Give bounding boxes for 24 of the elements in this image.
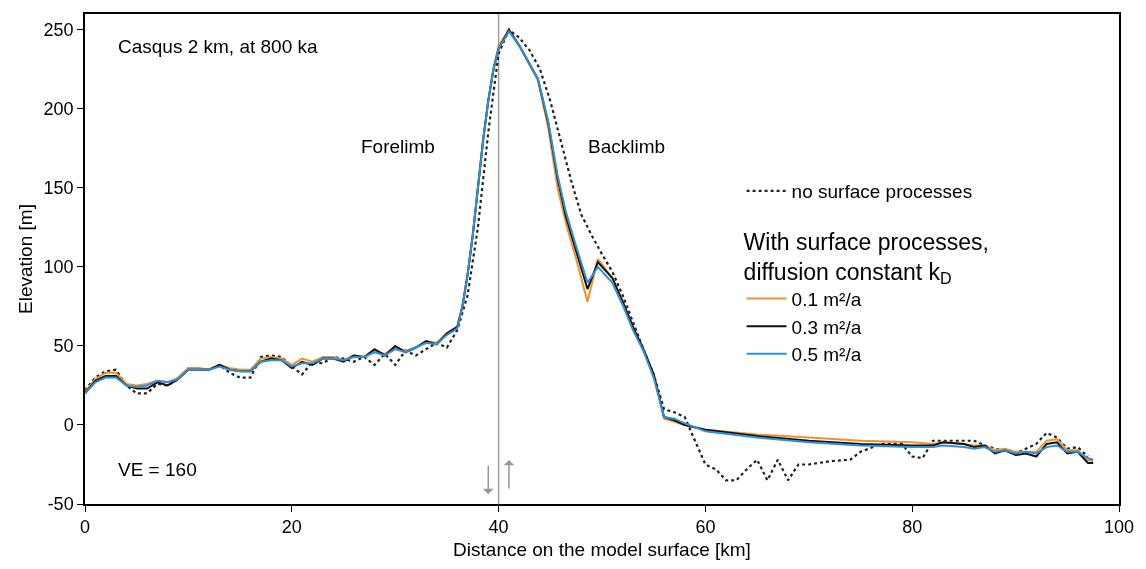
y-tick-label: 50 [53, 336, 74, 357]
legend-label: 0.5 m²/a [791, 344, 862, 366]
x-axis-title: Distance on the model surface [km] [453, 538, 751, 560]
annotation: Forelimb [361, 136, 435, 157]
x-tick-label: 100 [1103, 517, 1135, 538]
legend-label: no surface processes [791, 181, 973, 203]
y-tick-label: 200 [43, 99, 74, 120]
y-tick-label: 250 [43, 20, 74, 41]
x-tick-label: 0 [79, 517, 91, 538]
y-tick-label: 150 [43, 178, 74, 199]
x-tick-label: 20 [281, 517, 302, 538]
y-axis-title: Elevation [m] [14, 204, 36, 314]
annotation: VE = 160 [118, 459, 197, 480]
annotation: Backlimb [588, 136, 666, 157]
x-tick-label: 40 [488, 517, 509, 538]
annotation: Casqus 2 km, at 800 ka [118, 36, 319, 57]
legend-label: 0.3 m²/a [791, 316, 862, 338]
y-tick-label: 100 [43, 257, 74, 278]
legend-label: 0.1 m²/a [791, 288, 862, 310]
x-tick-label: 60 [695, 517, 716, 538]
y-tick-label: -50 [47, 494, 74, 515]
y-tick-label: 0 [63, 415, 74, 436]
legend-title: With surface processes, diffusion constant k$_{D}$ [743, 228, 990, 288]
x-tick-label: 80 [902, 517, 923, 538]
